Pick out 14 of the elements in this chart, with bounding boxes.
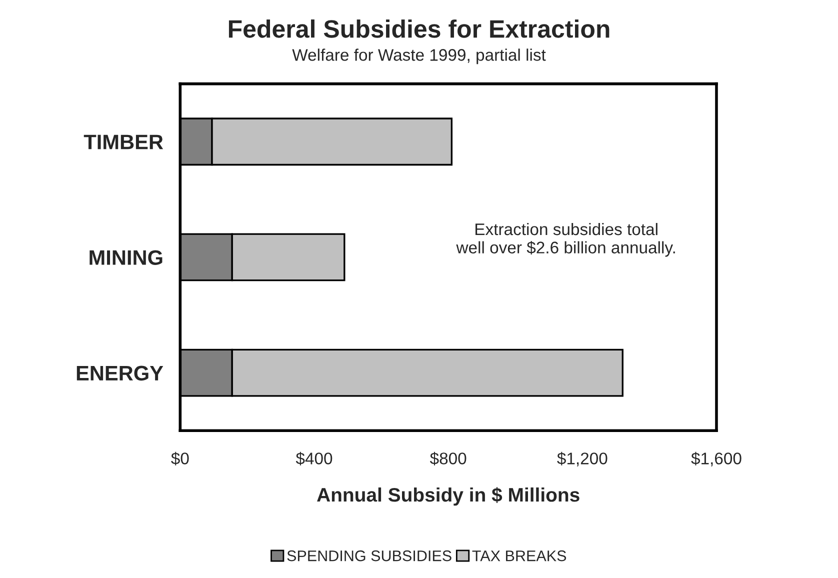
- x-tick-label: $1,200: [557, 452, 608, 466]
- annotation: Extraction subsidies total well over $2.6 billion annually.: [456, 222, 675, 257]
- legend-label: SPENDING SUBSIDIES: [287, 550, 452, 562]
- x-tick-label: $400: [296, 452, 332, 466]
- chart-subtitle: Welfare for Waste 1999, partial list: [292, 48, 546, 64]
- y-tick-label: ENERGY: [76, 366, 164, 381]
- x-axis-title: Annual Subsidy in $ Millions: [317, 487, 580, 506]
- y-tick-label: TIMBER: [84, 134, 164, 150]
- y-tick-label: MINING: [90, 250, 162, 265]
- x-tick-label: $1,600: [691, 452, 742, 466]
- legend-label: TAX BREAKS: [472, 550, 566, 562]
- x-tick-label: $800: [430, 452, 466, 466]
- x-tick-label: $0: [171, 452, 189, 466]
- chart-title: Federal Subsidies for Extraction: [228, 19, 610, 38]
